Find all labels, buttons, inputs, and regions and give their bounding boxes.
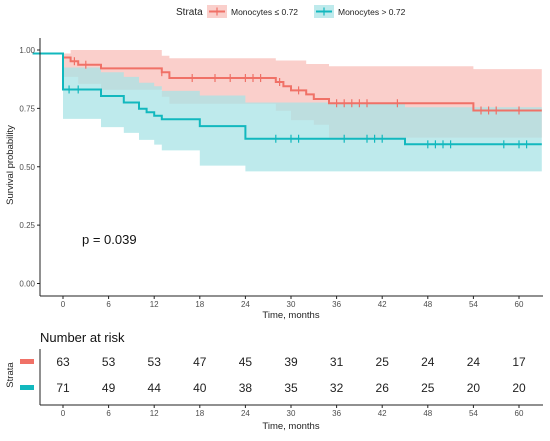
p-value-annotation: p = 0.039: [82, 232, 137, 247]
risk-cell-2-9: 25: [421, 381, 435, 395]
y-tick-label-1: 0.00: [19, 280, 35, 289]
risk-cell-1-3: 53: [148, 355, 162, 369]
risk-x-tick-label-4: 18: [195, 409, 204, 418]
x-tick-label-6: 30: [287, 300, 296, 309]
risk-cell-2-4: 40: [193, 381, 207, 395]
y-tick-label-5: 1.00: [19, 46, 35, 55]
legend-title: Strata: [176, 7, 203, 18]
y-tick-label-2: 0.25: [19, 221, 35, 230]
risk-x-tick-label-9: 48: [423, 409, 432, 418]
x-tick-label-5: 24: [241, 300, 250, 309]
risk-cell-1-6: 39: [284, 355, 298, 369]
risk-x-tick-label-3: 12: [150, 409, 159, 418]
risk-cell-1-5: 45: [239, 355, 253, 369]
risk-cell-2-6: 35: [284, 381, 298, 395]
risk-x-tick-label-11: 60: [515, 409, 524, 418]
risk-cell-2-2: 49: [102, 381, 116, 395]
risk-x-tick-label-7: 36: [332, 409, 341, 418]
risk-cell-2-11: 20: [512, 381, 526, 395]
legend-label-2: Monocytes > 0.72: [338, 7, 406, 17]
risk-cell-1-1: 63: [56, 355, 70, 369]
risk-x-tick-label-6: 30: [287, 409, 296, 418]
risk-table-title: Number at risk: [40, 330, 125, 345]
risk-cell-1-9: 24: [421, 355, 435, 369]
risk-cell-1-7: 31: [330, 355, 344, 369]
x-tick-label-2: 6: [106, 300, 111, 309]
risk-x-axis-title: Time, months: [262, 421, 319, 432]
risk-y-axis-title: Strata: [5, 362, 16, 388]
risk-x-tick-label-10: 54: [469, 409, 478, 418]
x-tick-label-8: 42: [378, 300, 387, 309]
risk-x-tick-label-8: 42: [378, 409, 387, 418]
x-tick-label-9: 48: [423, 300, 432, 309]
risk-cell-2-5: 38: [239, 381, 253, 395]
risk-x-tick-label-1: 0: [61, 409, 66, 418]
x-tick-label-11: 60: [515, 300, 524, 309]
risk-cell-1-2: 53: [102, 355, 116, 369]
survival-curve-2: [32, 52, 542, 146]
risk-cell-2-3: 44: [148, 381, 162, 395]
y-axis-title: Survival probability: [5, 125, 16, 205]
risk-table: Number at risk 63 53 53 47 45 39 31 25 24 24 17 71 4…: [5, 330, 543, 432]
legend-label-1: Monocytes ≤ 0.72: [231, 7, 298, 17]
risk-x-tick-label-5: 24: [241, 409, 250, 418]
risk-row-swatch-2: [20, 385, 34, 390]
x-tick-label-10: 54: [469, 300, 478, 309]
risk-cell-1-8: 25: [376, 355, 390, 369]
x-axis-title: Time, months: [262, 310, 319, 321]
x-tick-label-4: 18: [195, 300, 204, 309]
risk-row-swatch-1: [20, 359, 34, 364]
survival-plot: 0.00 0.25 0.50 0.75 1.00 0 6 12 18 24 30 36 42 48 54 60…: [5, 38, 543, 321]
risk-cell-1-4: 47: [193, 355, 207, 369]
risk-cell-2-8: 26: [376, 381, 390, 395]
risk-cell-2-1: 71: [56, 381, 70, 395]
risk-x-tick-label-2: 6: [106, 409, 111, 418]
x-tick-label-7: 36: [332, 300, 341, 309]
risk-cell-2-10: 20: [467, 381, 481, 395]
legend: Strata Monocytes ≤ 0.72 Monocytes > 0.72: [176, 5, 406, 18]
risk-cell-1-11: 17: [512, 355, 526, 369]
y-tick-label-3: 0.50: [19, 163, 35, 172]
x-tick-label-1: 0: [61, 300, 66, 309]
risk-cell-2-7: 32: [330, 381, 344, 395]
x-tick-label-3: 12: [150, 300, 159, 309]
risk-cell-1-10: 24: [467, 355, 481, 369]
confidence-band-2: [32, 53, 542, 172]
y-tick-label-4: 0.75: [19, 104, 35, 113]
